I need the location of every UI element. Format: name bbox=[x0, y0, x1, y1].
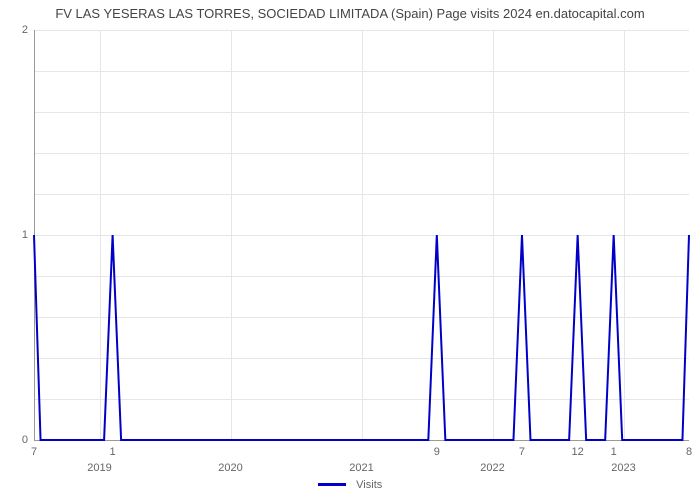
xtick-year: 2021 bbox=[349, 462, 373, 474]
xtick-year: 2019 bbox=[87, 462, 111, 474]
xtick-year: 2020 bbox=[218, 462, 242, 474]
legend-label: Visits bbox=[356, 479, 382, 491]
legend: Visits bbox=[0, 476, 700, 494]
legend-swatch bbox=[318, 483, 346, 486]
data-point-label: 8 bbox=[686, 446, 692, 458]
ytick-label: 2 bbox=[22, 24, 28, 36]
chart-title: FV LAS YESERAS LAS TORRES, SOCIEDAD LIMI… bbox=[0, 6, 700, 21]
plot-area: 0122019202020212022202371971218 bbox=[34, 30, 689, 440]
data-point-label: 12 bbox=[572, 446, 584, 458]
data-point-label: 1 bbox=[611, 446, 617, 458]
series-line bbox=[34, 30, 689, 440]
xtick-year: 2022 bbox=[480, 462, 504, 474]
ytick-label: 1 bbox=[22, 229, 28, 241]
data-point-label: 7 bbox=[519, 446, 525, 458]
data-point-label: 7 bbox=[31, 446, 37, 458]
chart-container: FV LAS YESERAS LAS TORRES, SOCIEDAD LIMI… bbox=[0, 0, 700, 500]
data-point-label: 9 bbox=[434, 446, 440, 458]
xtick-year: 2023 bbox=[611, 462, 635, 474]
ytick-label: 0 bbox=[22, 434, 28, 446]
data-point-label: 1 bbox=[110, 446, 116, 458]
